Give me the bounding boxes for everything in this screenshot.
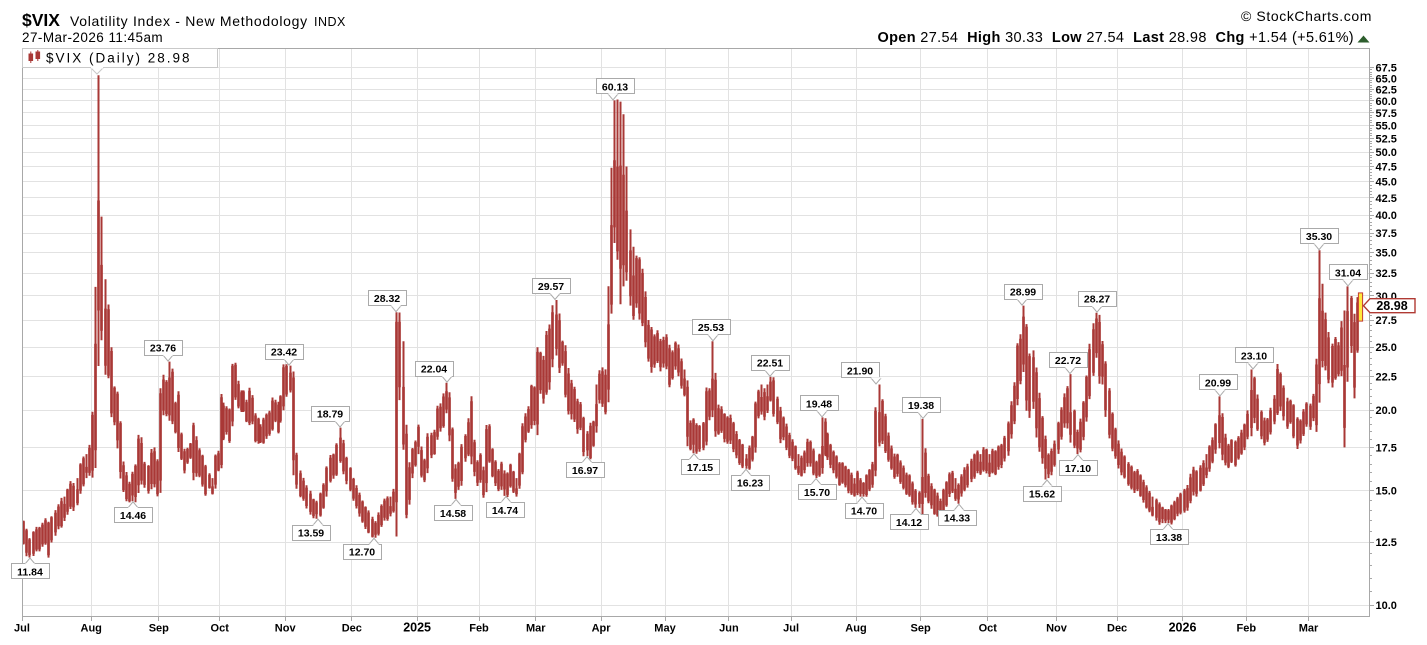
- svg-text:Jul: Jul: [14, 623, 30, 635]
- svg-text:Nov: Nov: [275, 623, 297, 635]
- svg-text:52.5: 52.5: [1376, 133, 1397, 145]
- svg-text:20.99: 20.99: [1205, 377, 1231, 389]
- svg-text:Apr: Apr: [592, 623, 612, 635]
- svg-text:$VIX (Daily) 28.98: $VIX (Daily) 28.98: [46, 51, 192, 66]
- svg-text:62.5: 62.5: [1376, 84, 1397, 96]
- svg-text:31.04: 31.04: [1335, 267, 1361, 279]
- svg-text:40.0: 40.0: [1376, 210, 1397, 222]
- svg-text:21.90: 21.90: [847, 365, 873, 377]
- svg-text:23.76: 23.76: [150, 343, 176, 355]
- svg-text:29.57: 29.57: [538, 281, 564, 293]
- svg-text:15.62: 15.62: [1029, 488, 1055, 500]
- svg-text:67.5: 67.5: [1376, 63, 1397, 75]
- svg-text:14.70: 14.70: [851, 506, 877, 518]
- svg-text:11.84: 11.84: [17, 566, 43, 578]
- svg-text:12.70: 12.70: [349, 547, 375, 559]
- svg-text:May: May: [654, 623, 676, 635]
- svg-text:Aug: Aug: [81, 623, 102, 635]
- svg-text:50.0: 50.0: [1376, 147, 1397, 159]
- svg-text:35.30: 35.30: [1306, 231, 1332, 243]
- svg-text:13.38: 13.38: [1156, 532, 1182, 544]
- svg-text:Oct: Oct: [211, 623, 230, 635]
- svg-text:15.0: 15.0: [1376, 486, 1397, 498]
- svg-text:22.51: 22.51: [757, 358, 783, 370]
- svg-text:16.23: 16.23: [737, 478, 763, 490]
- svg-text:23.10: 23.10: [1241, 350, 1267, 362]
- svg-text:22.5: 22.5: [1376, 372, 1397, 384]
- svg-text:23.42: 23.42: [271, 347, 297, 359]
- svg-text:14.33: 14.33: [944, 513, 970, 525]
- svg-text:16.97: 16.97: [572, 465, 598, 477]
- svg-text:22.04: 22.04: [421, 364, 447, 376]
- svg-text:60.0: 60.0: [1376, 96, 1397, 108]
- svg-text:© StockCharts.com: © StockCharts.com: [1241, 8, 1372, 24]
- svg-text:22.72: 22.72: [1055, 355, 1081, 367]
- svg-text:Nov: Nov: [1046, 623, 1068, 635]
- svg-text:19.48: 19.48: [806, 398, 832, 410]
- svg-text:15.70: 15.70: [804, 487, 830, 499]
- svg-text:Sep: Sep: [911, 623, 931, 635]
- svg-text:Aug: Aug: [845, 623, 866, 635]
- svg-text:2026: 2026: [1169, 621, 1197, 635]
- svg-text:14.74: 14.74: [492, 505, 518, 517]
- svg-text:60.13: 60.13: [602, 81, 628, 93]
- svg-text:13.59: 13.59: [298, 528, 324, 540]
- svg-text:2025: 2025: [403, 621, 431, 635]
- svg-text:42.5: 42.5: [1376, 193, 1397, 205]
- svg-text:Feb: Feb: [1237, 623, 1257, 635]
- svg-text:25.53: 25.53: [698, 322, 724, 334]
- svg-text:Jun: Jun: [719, 623, 739, 635]
- svg-text:25.0: 25.0: [1376, 342, 1397, 354]
- svg-text:Volatility Index - New Methodo: Volatility Index - New Methodology: [70, 13, 308, 29]
- svg-text:65.0: 65.0: [1376, 73, 1397, 85]
- svg-text:14.58: 14.58: [440, 508, 466, 520]
- svg-text:Jul: Jul: [783, 623, 799, 635]
- svg-text:28.27: 28.27: [1084, 294, 1110, 306]
- svg-text:28.99: 28.99: [1010, 287, 1036, 299]
- svg-text:35.0: 35.0: [1376, 247, 1397, 259]
- svg-text:12.5: 12.5: [1376, 537, 1397, 549]
- svg-text:Open 27.54 High 30.33 Low 27: Open 27.54 High 30.33 Low 27.54 Last 28.…: [877, 30, 1354, 46]
- svg-text:28.32: 28.32: [374, 293, 400, 305]
- svg-text:17.15: 17.15: [687, 462, 713, 474]
- svg-text:10.0: 10.0: [1376, 600, 1397, 612]
- svg-text:45.0: 45.0: [1376, 177, 1397, 189]
- svg-text:Dec: Dec: [1107, 623, 1127, 635]
- svg-text:28.98: 28.98: [1376, 299, 1407, 313]
- svg-text:55.0: 55.0: [1376, 120, 1397, 132]
- svg-text:27.5: 27.5: [1376, 315, 1397, 327]
- svg-text:Mar: Mar: [526, 623, 546, 635]
- svg-text:17.10: 17.10: [1065, 463, 1091, 475]
- svg-text:27-Mar-2026 11:45am: 27-Mar-2026 11:45am: [22, 30, 163, 45]
- svg-text:17.5: 17.5: [1376, 442, 1397, 454]
- svg-text:14.12: 14.12: [896, 517, 922, 529]
- svg-text:Sep: Sep: [149, 623, 169, 635]
- svg-text:18.79: 18.79: [317, 409, 343, 421]
- svg-text:$VIX: $VIX: [22, 10, 60, 30]
- svg-text:47.5: 47.5: [1376, 162, 1397, 174]
- svg-text:19.38: 19.38: [908, 400, 934, 412]
- svg-text:Mar: Mar: [1299, 623, 1319, 635]
- svg-text:57.5: 57.5: [1376, 108, 1397, 120]
- svg-text:Feb: Feb: [469, 623, 489, 635]
- svg-text:37.5: 37.5: [1376, 228, 1397, 240]
- svg-text:Dec: Dec: [342, 623, 362, 635]
- svg-text:20.0: 20.0: [1376, 405, 1397, 417]
- svg-text:Oct: Oct: [979, 623, 998, 635]
- svg-text:INDX: INDX: [314, 15, 346, 29]
- svg-text:14.46: 14.46: [120, 510, 146, 522]
- svg-text:32.5: 32.5: [1376, 268, 1397, 280]
